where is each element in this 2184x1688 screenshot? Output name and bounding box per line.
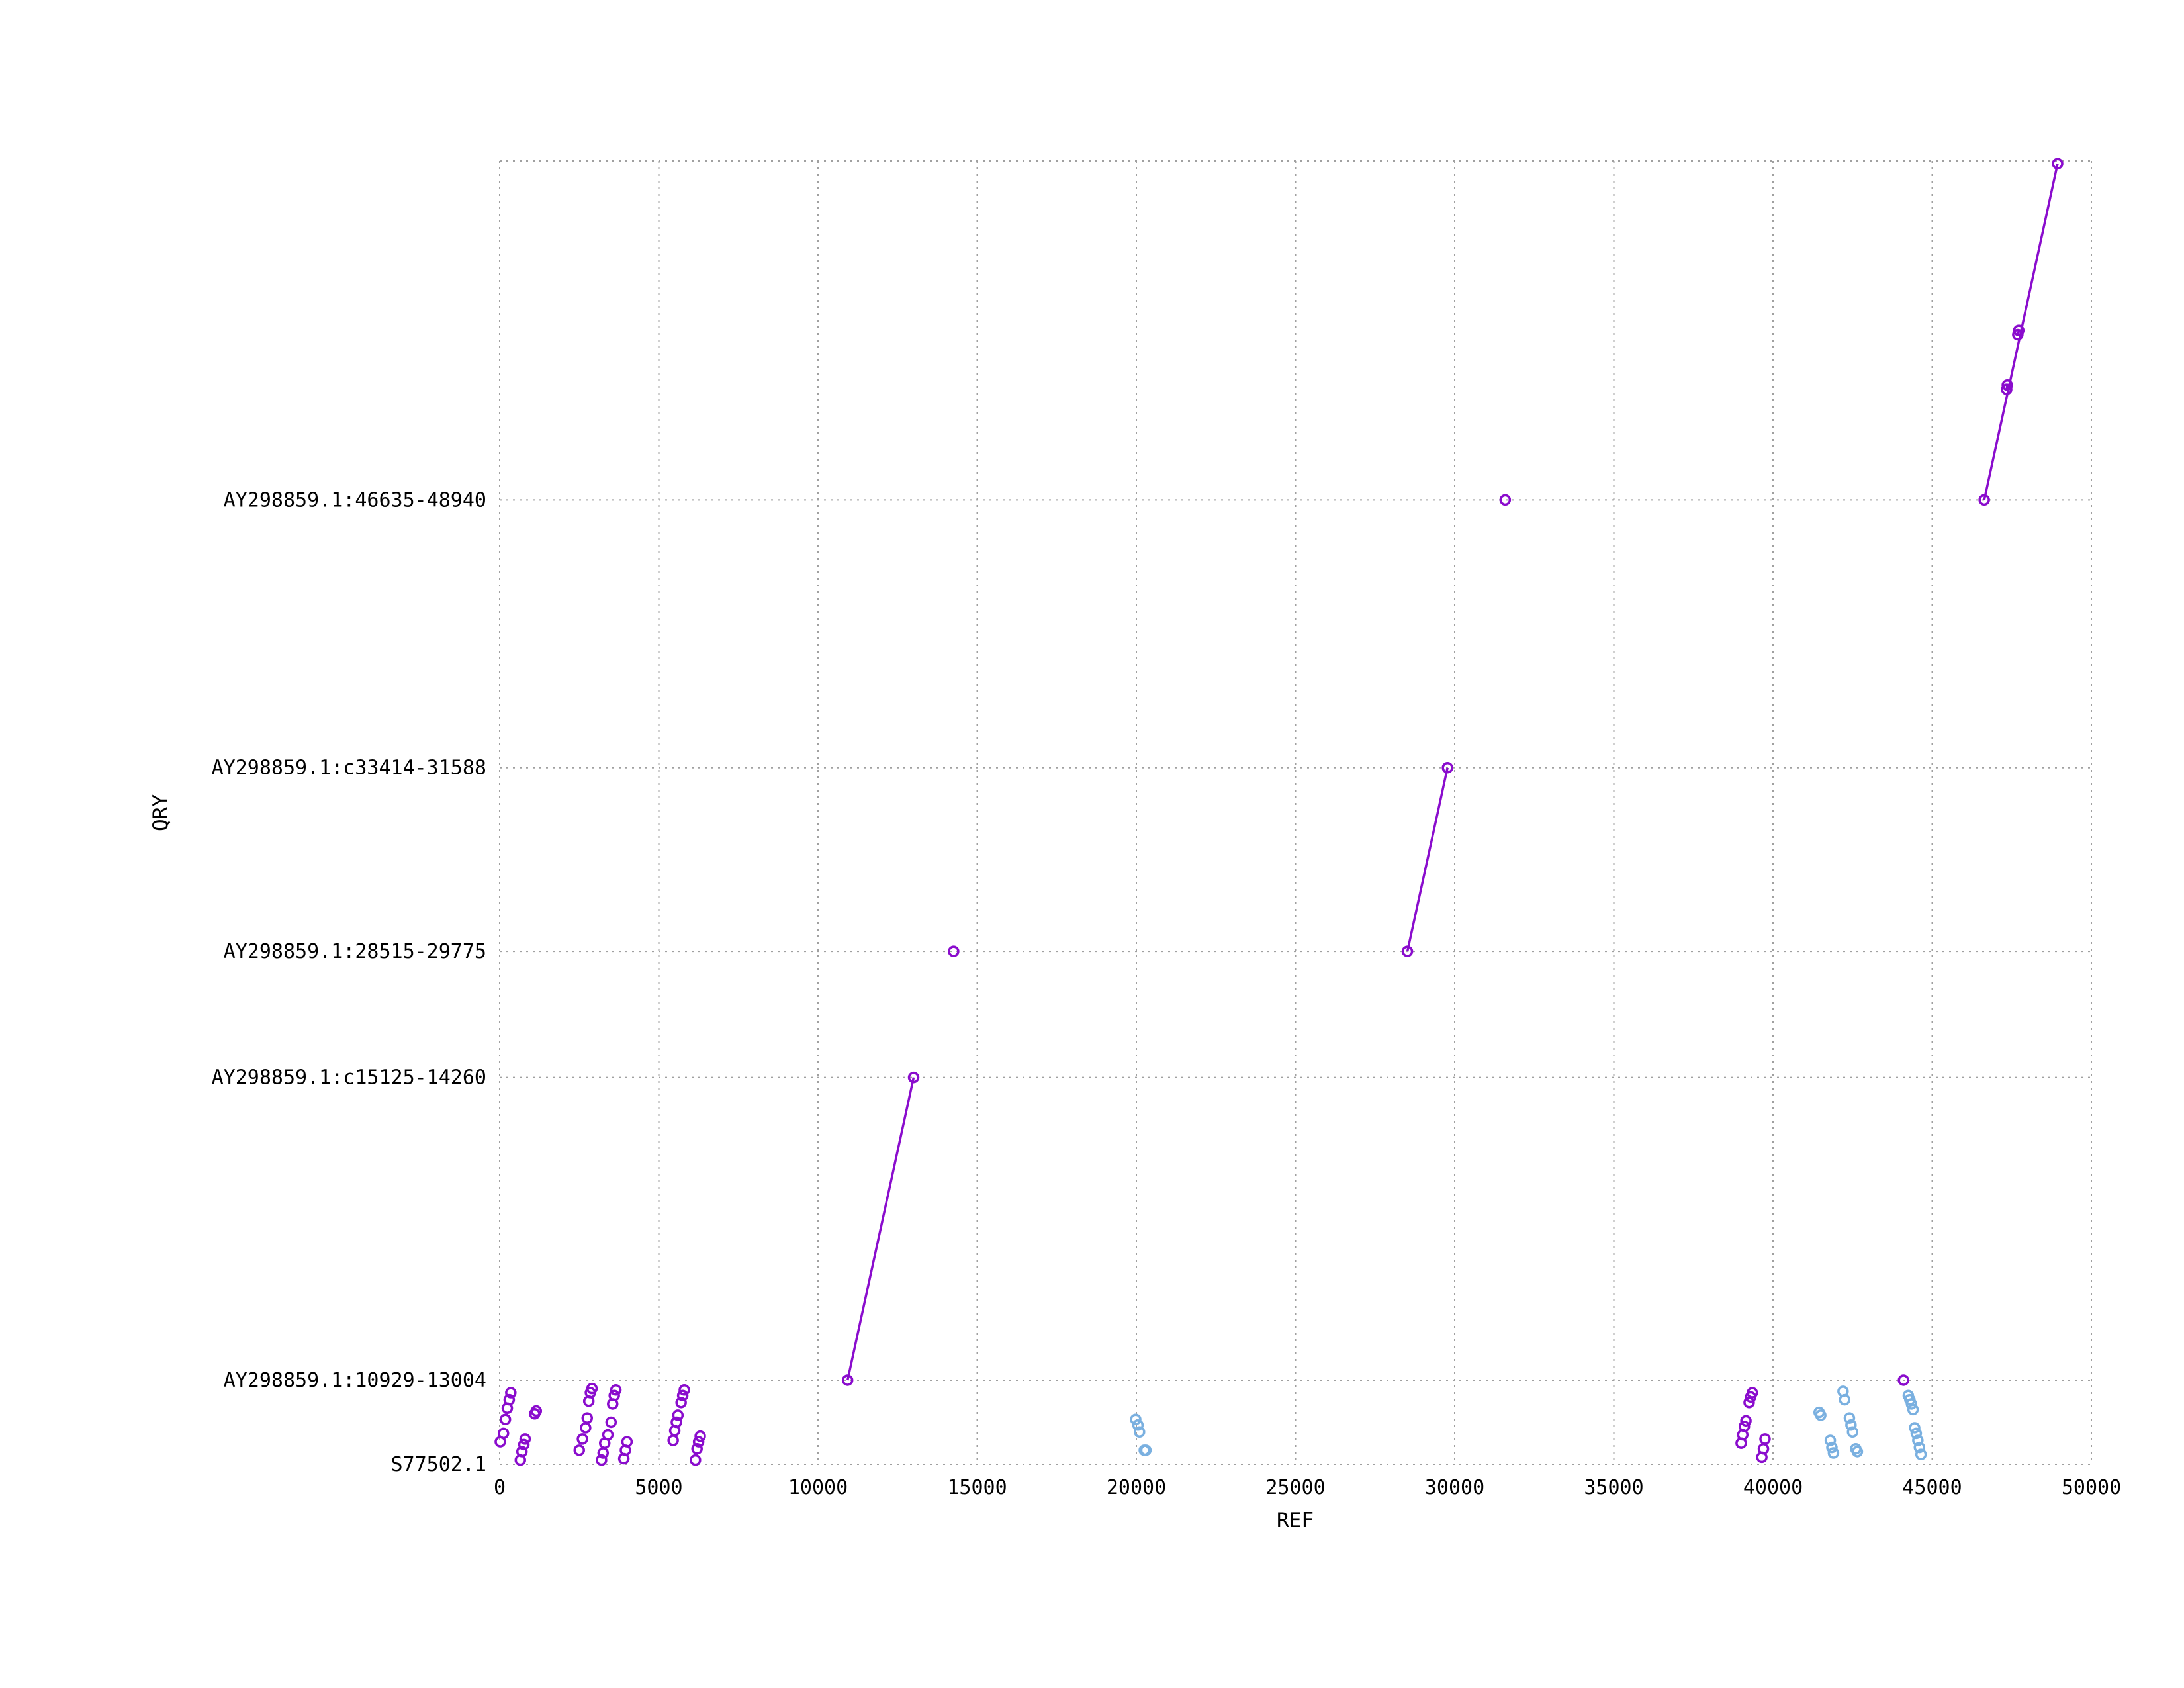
alignment-point [1738,1421,1751,1432]
alignment-point [694,1430,706,1442]
x-tick-label: 40000 [1743,1476,1803,1499]
alignment-point [586,1382,598,1395]
alignment-point [1499,494,1512,506]
x-tick-label: 5000 [635,1476,682,1499]
alignment-point [1912,1434,1924,1446]
alignment-point [1130,1413,1142,1425]
alignment-point [596,1454,608,1466]
alignment-point [672,1409,684,1421]
alignment-point [1897,1374,1909,1386]
alignment-point [1759,1433,1771,1445]
grid [499,160,2092,1465]
alignment-point [1905,1398,1917,1410]
alignment-endpoint [1441,761,1453,774]
x-tick-label: 20000 [1107,1476,1166,1499]
alignment-point [1909,1422,1921,1434]
alignment-point [499,1413,512,1425]
x-tick-label: 30000 [1425,1476,1484,1499]
alignment-endpoint [2001,383,2013,395]
y-tick-label: AY298859.1:c15125-14260 [212,1066,486,1090]
alignment-point [670,1416,682,1429]
y-tick-label: S77502.1 [391,1453,487,1476]
alignment-point [676,1389,689,1402]
alignment-point [675,1397,687,1409]
alignment-point [581,1412,594,1424]
x-tick-label: 15000 [947,1476,1007,1499]
alignment-point [1843,1412,1856,1424]
x-axis-title: REF [1277,1509,1314,1532]
alignment-point [498,1427,510,1440]
y-tick-label: AY298859.1:46635-48940 [224,489,486,512]
x-tick-label: 10000 [788,1476,848,1499]
alignment-endpoint [2052,158,2064,169]
alignment-point [1907,1403,1919,1416]
alignment-point [692,1436,705,1448]
y-axis-ticks: S77502.1 AY298859.1:10929-13004 AY298859.1… [212,489,486,1476]
x-tick-label: 45000 [1902,1476,1962,1499]
alignment-point [605,1416,617,1429]
x-tick-label: 35000 [1584,1476,1643,1499]
alignment-point [1915,1448,1927,1460]
alignment-point [580,1422,592,1434]
alignment-endpoint [2013,324,2025,336]
alignment-point [667,1434,679,1446]
alignment-endpoint [907,1071,920,1084]
alignment-point [691,1442,703,1455]
x-tick-label: 25000 [1265,1476,1325,1499]
alignment-point [1743,1397,1755,1409]
alignment-segments [846,163,2059,1381]
alignment-point [621,1436,633,1448]
alignment-point [678,1384,690,1396]
alignment-point [1824,1434,1837,1446]
alignment-point [518,1438,530,1451]
alignment-endpoint [1978,494,1990,506]
x-axis-ticks: 0 5000 10000 15000 20000 25000 30000 35000 40000… [494,1476,2121,1499]
y-tick-label: AY298859.1:c33414-31588 [212,757,486,780]
alignment-point [1132,1419,1144,1431]
x-tick-label: 0 [494,1476,506,1499]
alignment-segment [846,1077,915,1381]
alignment-point [1815,1409,1827,1421]
alignment-point [516,1446,528,1458]
alignment-point [1839,1393,1850,1406]
y-tick-label: AY298859.1:10929-13004 [224,1369,486,1392]
alignment-point [1851,1446,1864,1458]
alignment-point [503,1393,516,1406]
alignment-point [610,1384,622,1396]
alignment-point [573,1444,585,1456]
alignment-point [505,1387,517,1399]
alignment-point [519,1433,531,1445]
alignment-point [530,1405,543,1417]
alignment-point [1846,1426,1858,1438]
alignment-point [1827,1447,1840,1459]
alignment-endpoint [1401,945,1414,957]
alignment-point [1746,1387,1758,1399]
y-axis-title: QRY [149,794,173,831]
alignment-point [1740,1415,1752,1427]
alignment-point [1910,1427,1923,1440]
alignment-point [576,1433,588,1445]
alignment-point [690,1454,702,1466]
alignment-point [1913,1441,1926,1454]
alignment-point [1845,1419,1857,1431]
alignment-point [1134,1426,1146,1438]
alignment-segment [1406,767,1449,952]
alignment-points [494,158,2064,1466]
y-tick-label: AY298859.1:28515-29775 [224,940,486,963]
alignment-point [602,1429,614,1441]
alignment-point [608,1389,620,1402]
x-tick-label: 50000 [2062,1476,2121,1499]
alignment-endpoint [2001,379,2013,391]
alignment-point [1826,1441,1838,1454]
alignment-point [1140,1444,1152,1456]
alignment-point [948,945,960,957]
alignment-endpoint [841,1374,854,1386]
